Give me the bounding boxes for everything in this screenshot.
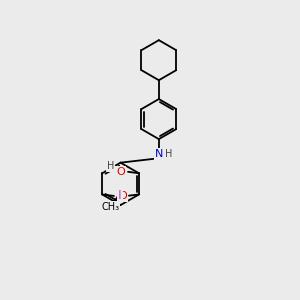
Text: CH₃: CH₃ — [101, 202, 119, 212]
Text: H: H — [165, 149, 172, 159]
Text: O: O — [118, 190, 127, 201]
Text: N: N — [154, 149, 163, 159]
Text: I: I — [118, 189, 122, 203]
Text: O: O — [116, 167, 125, 177]
Text: H: H — [107, 161, 114, 172]
